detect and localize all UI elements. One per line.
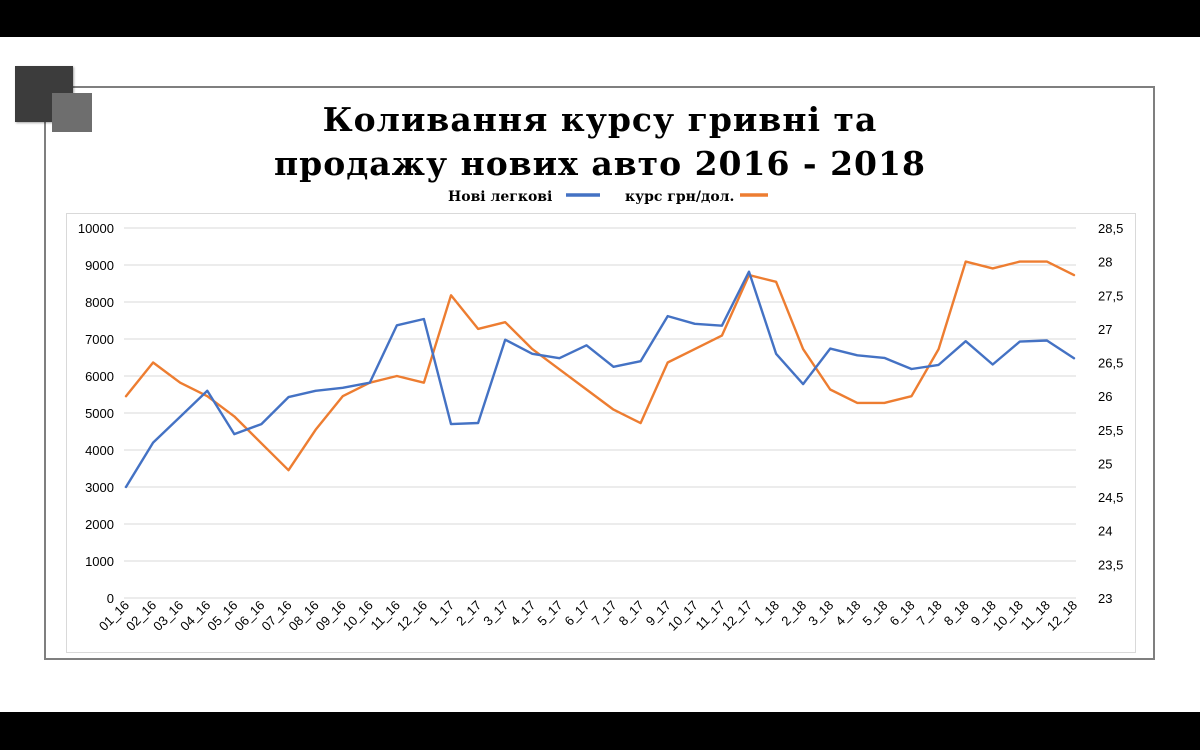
x-tick-label: 12_18 [1044,598,1080,634]
right-tick-label: 27 [1098,322,1112,337]
x-tick-label: 7_17 [589,598,620,629]
decor-square-light [52,93,92,132]
x-tick-label: 1_18 [751,598,782,629]
title-line-1: Коливання курсу гривні та [322,100,878,139]
x-tick-label: 02_16 [123,598,159,634]
left-tick-label: 0 [107,591,114,606]
legend-label-1: курс грн/дол. [625,189,734,205]
right-tick-label: 26,5 [1098,356,1123,371]
x-tick-label: 7_18 [914,598,945,629]
left-tick-label: 4000 [85,443,114,458]
x-tick-label: 10_18 [990,598,1026,634]
x-axis-ticks: 01_1602_1603_1604_1605_1606_1607_1608_16… [96,598,1080,634]
left-tick-label: 3000 [85,480,114,495]
x-tick-label: 4_17 [507,598,538,629]
chart-title: Коливання курсу гривні та продажу нових … [200,98,1000,186]
x-tick-label: 3_17 [480,598,511,629]
right-tick-label: 27,5 [1098,288,1123,303]
x-tick-label: 2_17 [453,598,484,629]
x-tick-label: 06_16 [231,598,267,634]
right-tick-label: 24,5 [1098,490,1123,505]
x-tick-label: 03_16 [150,598,186,634]
x-tick-label: 4_18 [832,598,863,629]
legend-label-0: Нові легкові [448,189,552,205]
left-tick-label: 6000 [85,369,114,384]
bottom-letterbox [0,712,1200,750]
right-tick-label: 25 [1098,456,1112,471]
plot-area-border [66,213,1136,653]
x-tick-label: 10_16 [340,598,376,634]
gridlines [124,227,1076,599]
x-tick-label: 01_16 [96,598,132,634]
right-tick-label: 26 [1098,389,1112,404]
right-tick-label: 23 [1098,591,1112,606]
right-tick-label: 24 [1098,524,1112,539]
x-tick-label: 3_18 [805,598,836,629]
left-tick-label: 7000 [85,332,114,347]
x-tick-label: 05_16 [204,598,240,634]
x-tick-label: 8_17 [616,598,647,629]
right-tick-label: 25,5 [1098,423,1123,438]
left-tick-label: 2000 [85,517,114,532]
right-tick-label: 28,5 [1098,221,1123,236]
left-tick-label: 1000 [85,554,114,569]
right-axis-ticks: 23 23,5 24 24,5 25 25,5 26 26,5 27 27,5 28 28,5 [1098,221,1123,606]
x-tick-label: 12_16 [394,598,430,634]
x-tick-label: 6_17 [562,598,593,629]
x-tick-label: 1_17 [426,598,457,629]
left-tick-label: 10000 [78,221,114,236]
title-line-2: продажу нових авто 2016 - 2018 [274,144,926,183]
left-tick-label: 8000 [85,295,114,310]
left-tick-label: 9000 [85,258,114,273]
x-tick-label: 5_18 [859,598,890,629]
x-tick-label: 12_17 [719,598,755,634]
x-tick-label: 6_18 [887,598,918,629]
series-line-cars [124,270,1076,489]
x-tick-label: 07_16 [258,598,294,634]
left-tick-label: 5000 [85,406,114,421]
series-line-rate [124,260,1076,472]
chart-frame [44,86,1155,660]
x-tick-label: 04_16 [177,598,213,634]
x-tick-label: 08_16 [286,598,322,634]
x-tick-label: 5_17 [534,598,565,629]
left-axis-ticks: 0 1000 2000 3000 4000 5000 6000 7000 8000 9000 100… [78,221,114,606]
x-tick-label: 09_16 [313,598,349,634]
chart-legend: Нові легкові курс грн/дол. [448,189,768,205]
x-tick-label: 2_18 [778,598,809,629]
right-tick-label: 28 [1098,255,1112,270]
x-tick-label: 8_18 [941,598,972,629]
x-tick-label: 10_17 [665,598,701,634]
right-tick-label: 23,5 [1098,557,1123,572]
top-letterbox [0,0,1200,37]
series-lines [124,260,1076,489]
